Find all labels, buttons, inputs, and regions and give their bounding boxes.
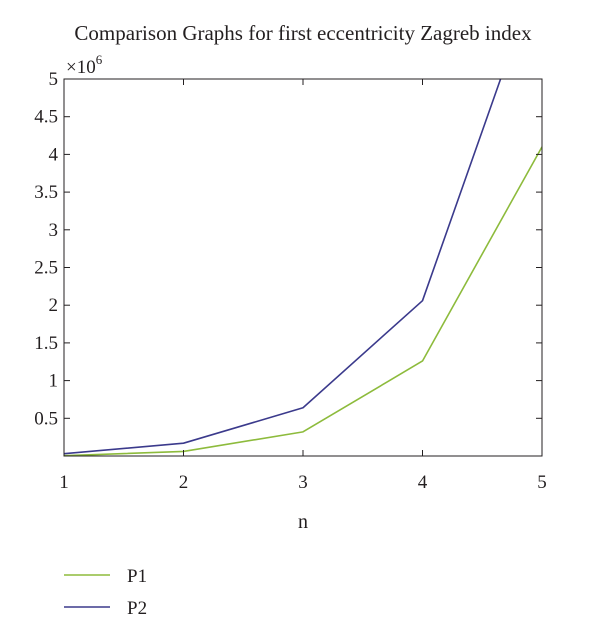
series-layer — [64, 79, 542, 456]
svg-text:×106: ×106 — [66, 52, 103, 78]
y-exponent-label: ×106 — [66, 52, 103, 78]
y-tick-label: 2 — [49, 295, 59, 316]
y-tick-label: 1 — [49, 371, 59, 392]
y-tick-label: 3.5 — [34, 182, 58, 203]
x-tick-label: 5 — [537, 472, 547, 493]
legend-item: P1 — [64, 566, 147, 587]
legend: P1 P2 — [64, 566, 147, 619]
series-line-p2 — [64, 79, 502, 455]
y-tick-label: 2.5 — [34, 258, 58, 279]
x-tick-label: 4 — [418, 472, 428, 493]
chart-title: Comparison Graphs for first eccentricity… — [74, 21, 532, 45]
legend-label: P1 — [127, 566, 147, 587]
legend-item: P2 — [64, 598, 147, 619]
y-tick-label: 0.5 — [34, 408, 58, 429]
y-exponent-base: ×10 — [66, 57, 96, 78]
plot-frame — [63, 78, 543, 457]
series-line-p1 — [64, 146, 542, 456]
x-tick-label: 3 — [298, 472, 308, 493]
x-axis-label: n — [298, 511, 308, 533]
x-tick-label: 1 — [59, 472, 69, 493]
y-tick-label: 1.5 — [34, 333, 58, 354]
y-tick-label: 5 — [49, 69, 59, 90]
y-exponent-power: 6 — [96, 52, 103, 67]
legend-label: P2 — [127, 598, 147, 619]
x-axis: 1 2 3 4 5 — [59, 79, 547, 493]
y-tick-label: 4 — [49, 144, 59, 165]
y-tick-label: 3 — [49, 220, 59, 241]
x-tick-label: 2 — [179, 472, 189, 493]
y-axis: 0.5 1 1.5 2 2.5 3 3.5 4 4.5 5 — [34, 69, 542, 429]
y-tick-label: 4.5 — [34, 107, 58, 128]
